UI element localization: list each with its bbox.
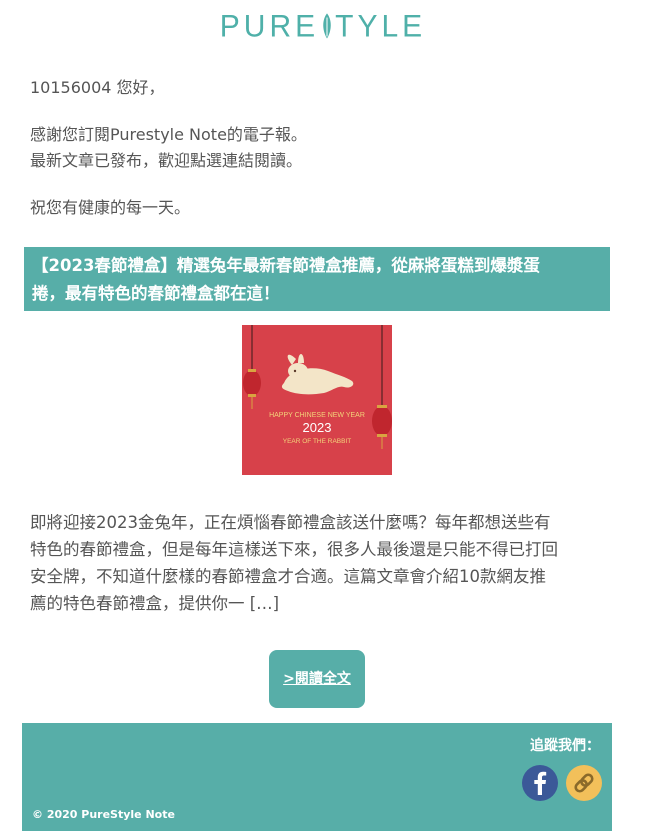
follow-us-label: 追蹤我們： xyxy=(530,738,600,754)
thumbnail-line-2: 2023 xyxy=(303,420,332,435)
article-thumbnail[interactable]: HAPPY CHINESE NEW YEAR 2023 YEAR OF THE … xyxy=(242,325,392,475)
read-more-button[interactable]: >閱讀全文 xyxy=(269,650,365,708)
excerpt-line-2: 特色的春節禮盒，但是每年這樣送下來，很多人最後還是只能不得已打回 xyxy=(30,540,558,559)
logo-text-left: PURE xyxy=(219,9,320,44)
logo-text-right: TYLE xyxy=(335,9,427,44)
intro-text: 感謝您訂閱Purestyle Note的電子報。 最新文章已發布，歡迎點選連結閱… xyxy=(30,122,307,174)
excerpt-line-3: 安全牌，不知道什麼樣的春節禮盒才合適。這篇文章會介紹10款網友推 xyxy=(30,567,546,586)
wish-text: 祝您有健康的每一天。 xyxy=(30,198,191,217)
article-title[interactable]: 【2023春節禮盒】精選兔年最新春節禮盒推薦，從麻將蛋糕到爆漿蛋 捲，最有特色的… xyxy=(24,247,610,311)
copyright-text: © 2020 PureStyle Note xyxy=(32,808,175,821)
intro-line-1: 感謝您訂閱Purestyle Note的電子報。 xyxy=(30,125,307,144)
excerpt-line-4: 薦的特色春節禮盒，提供你一 […] xyxy=(30,594,280,613)
intro-line-2: 最新文章已發布，歡迎點選連結閱讀。 xyxy=(30,151,303,170)
facebook-icon[interactable] xyxy=(522,765,558,801)
leaf-icon xyxy=(323,13,331,39)
article-excerpt: 即將迎接2023金兔年，正在煩惱春節禮盒該送什麼嗎？每年都想送些有 特色的春節禮… xyxy=(30,509,610,617)
thumbnail-line-1: HAPPY CHINESE NEW YEAR xyxy=(269,412,365,419)
rabbit-new-year-image: HAPPY CHINESE NEW YEAR 2023 YEAR OF THE … xyxy=(242,325,392,475)
thumbnail-line-3: YEAR OF THE RABBIT xyxy=(283,438,352,445)
article-title-line-2: 捲，最有特色的春節禮盒都在這！ xyxy=(32,284,280,303)
link-icon[interactable] xyxy=(566,765,602,801)
logo: PURE TYLE xyxy=(0,9,646,45)
excerpt-line-1: 即將迎接2023金兔年，正在煩惱春節禮盒該送什麼嗎？每年都想送些有 xyxy=(30,513,551,532)
footer: 追蹤我們： © 2020 PureStyle Note xyxy=(22,723,612,831)
article-title-line-1: 【2023春節禮盒】精選兔年最新春節禮盒推薦，從麻將蛋糕到爆漿蛋 xyxy=(32,256,540,275)
greeting: 10156004 您好， xyxy=(30,78,165,97)
